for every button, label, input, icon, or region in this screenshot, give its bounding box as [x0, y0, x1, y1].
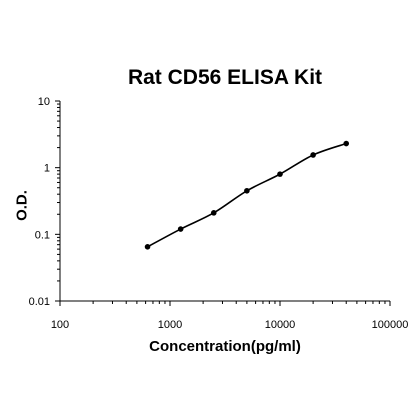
data-point — [210, 210, 217, 216]
data-point — [277, 171, 283, 177]
data-point — [343, 140, 350, 147]
data-point — [144, 244, 151, 250]
x-tick-label: 100000 — [372, 319, 409, 331]
y-tick-label: 0.01 — [29, 296, 50, 308]
y-axis-label: O.D. — [13, 190, 31, 221]
chart-title: Rat CD56 ELISA Kit — [127, 66, 323, 89]
data-point — [177, 226, 184, 232]
x-tick-label: 10000 — [265, 319, 296, 331]
y-tick-label: 0.1 — [35, 229, 50, 241]
x-tick-label: 100 — [51, 319, 69, 331]
y-tick-label: 1 — [44, 163, 50, 175]
y-tick-label: 10 — [38, 96, 50, 108]
data-point — [310, 152, 316, 158]
data-point — [244, 187, 250, 194]
x-axis-label: Concentration(pg/ml) — [149, 338, 301, 355]
x-tick-label: 1000 — [158, 319, 182, 331]
fit-curve — [147, 142, 347, 248]
